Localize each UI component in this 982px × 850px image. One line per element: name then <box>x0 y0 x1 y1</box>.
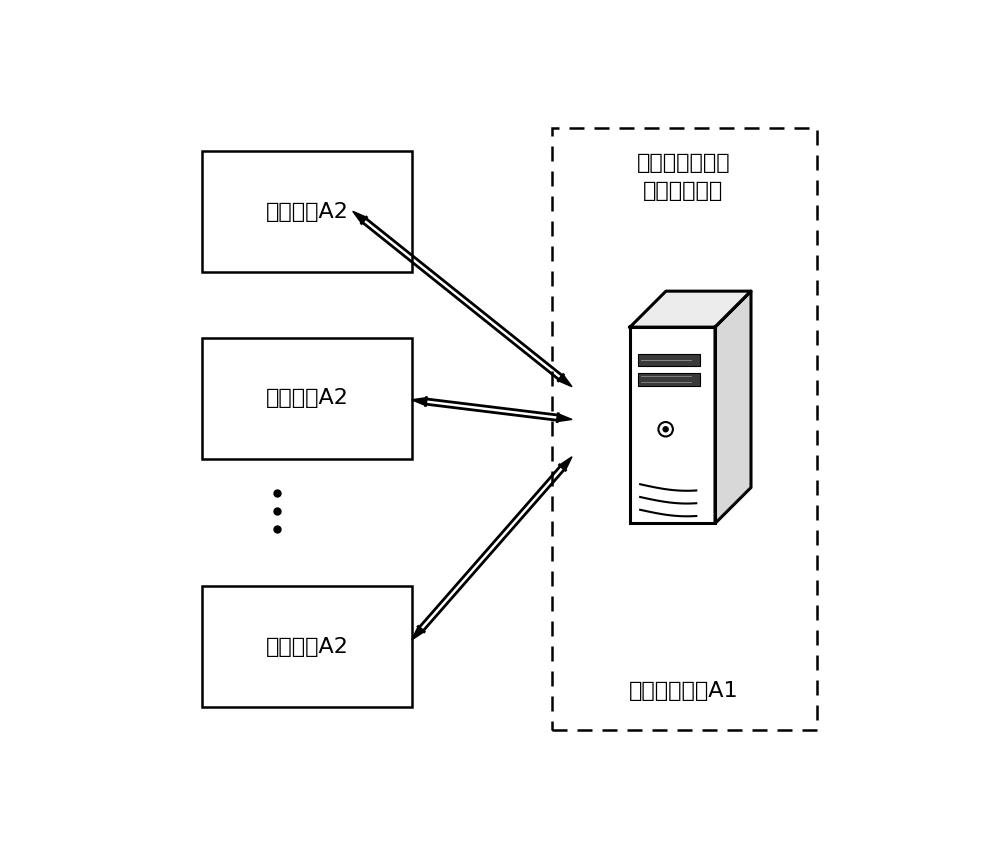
Polygon shape <box>353 212 366 224</box>
Bar <box>629 327 715 524</box>
Bar <box>202 337 411 459</box>
Text: 服务器端设备A1: 服务器端设备A1 <box>628 681 738 701</box>
Polygon shape <box>411 626 424 640</box>
Text: 低渗透油田储层
类型识别装置: 低渗透油田储层 类型识别装置 <box>636 153 730 201</box>
Polygon shape <box>560 456 572 470</box>
Polygon shape <box>715 292 751 524</box>
Polygon shape <box>411 398 426 405</box>
Bar <box>638 354 700 366</box>
Circle shape <box>658 422 673 437</box>
Bar <box>552 128 817 730</box>
Bar <box>638 373 700 386</box>
Bar <box>202 586 411 707</box>
Bar <box>202 151 411 272</box>
Circle shape <box>663 427 668 432</box>
Text: 检测设备A2: 检测设备A2 <box>265 637 349 657</box>
Text: 检测设备A2: 检测设备A2 <box>265 388 349 408</box>
Polygon shape <box>557 414 572 422</box>
Polygon shape <box>629 292 751 327</box>
Polygon shape <box>559 375 572 387</box>
Text: 检测设备A2: 检测设备A2 <box>265 201 349 222</box>
